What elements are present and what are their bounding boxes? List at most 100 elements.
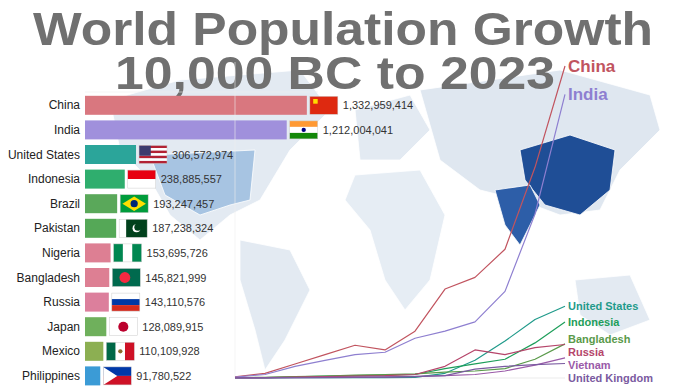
bar	[85, 366, 100, 385]
flag	[106, 342, 134, 360]
map-region	[345, 170, 445, 310]
data-label: 193,247,457	[153, 198, 214, 210]
bar	[85, 120, 287, 139]
line	[235, 358, 565, 378]
line	[235, 94, 565, 377]
data-label: 1,332,959,414	[343, 99, 413, 111]
flag-border	[128, 170, 156, 188]
flag-part	[290, 133, 318, 139]
flag-border	[106, 342, 134, 360]
bars	[85, 96, 307, 386]
line	[235, 344, 565, 378]
flag-part	[119, 219, 126, 237]
flag	[120, 195, 148, 213]
flag-part	[139, 146, 151, 156]
flag	[128, 170, 156, 188]
flag-part	[120, 195, 148, 213]
data-label: 238,885,557	[161, 173, 222, 185]
series-labels: ChinaIndiaUnited StatesIndonesiaBanglade…	[568, 57, 653, 384]
bar	[85, 194, 117, 213]
flag	[112, 269, 140, 287]
series-label: Russia	[568, 346, 605, 358]
line	[235, 306, 565, 378]
flag-part	[112, 293, 140, 299]
flag-border	[114, 244, 142, 262]
category-label: Mexico	[42, 344, 80, 358]
flag-part	[310, 96, 338, 114]
bar	[85, 145, 136, 164]
data-label: 110,109,928	[139, 345, 199, 357]
series-label: Vietnam	[568, 359, 611, 371]
data-label: 143,110,576	[145, 296, 205, 308]
flag-part	[125, 342, 134, 360]
flag-part	[122, 197, 146, 211]
flag-part	[118, 349, 122, 353]
data-label: 91,780,522	[136, 370, 191, 382]
flag-border	[139, 146, 167, 164]
flag-part	[139, 158, 167, 161]
line	[235, 322, 565, 378]
flag-border	[103, 367, 131, 385]
category-label: Japan	[47, 320, 80, 334]
category-label: Russia	[43, 295, 80, 309]
flag	[119, 219, 147, 237]
bar	[85, 317, 106, 336]
flag-part	[109, 318, 137, 336]
flag	[290, 121, 318, 139]
flag-part	[116, 342, 125, 360]
category-label: Brazil	[50, 197, 80, 211]
bar	[85, 170, 125, 189]
category-label: Indonesia	[28, 172, 80, 186]
series-label: United States	[568, 300, 638, 312]
flag-border	[310, 96, 338, 114]
map-region	[240, 240, 310, 370]
series-label: China	[568, 57, 616, 76]
line	[235, 345, 565, 378]
flag-part	[126, 219, 147, 237]
subtitle: 10,000 BC to 2023	[115, 47, 555, 99]
series-label: India	[568, 85, 608, 104]
flag-border	[119, 219, 147, 237]
flag-part	[131, 200, 138, 207]
data-label: 145,821,999	[145, 272, 206, 284]
flag-part	[290, 127, 318, 133]
bar	[85, 243, 111, 262]
flag-part	[290, 121, 318, 127]
flag-part	[112, 269, 140, 287]
lines	[235, 66, 565, 378]
category-label: Nigeria	[42, 246, 80, 260]
flag-border	[112, 269, 140, 287]
bar-labels: China1,332,959,414India1,212,004,041Unit…	[8, 96, 413, 385]
series-label: Indonesia	[568, 316, 620, 328]
data-label: 128,089,915	[142, 321, 203, 333]
bar	[85, 219, 116, 238]
data-label: 306,572,974	[172, 149, 233, 161]
x-axis	[85, 92, 318, 93]
flag-part	[119, 272, 130, 283]
category-label: Philippines	[22, 369, 80, 383]
data-label: 153,695,726	[147, 247, 208, 259]
flag-border	[120, 195, 148, 213]
flag	[139, 146, 167, 164]
series-label: United Kingdom	[568, 372, 653, 384]
world-map	[110, 70, 660, 370]
flag-part	[132, 244, 141, 262]
line	[235, 363, 565, 377]
chart-canvas: World Population Growth10,000 BC to 2023…	[0, 0, 686, 386]
data-label: 187,238,324	[152, 222, 213, 234]
flag-part	[139, 156, 167, 159]
flag-border	[290, 121, 318, 139]
category-label: China	[49, 98, 81, 112]
data-label: 1,212,004,041	[323, 124, 393, 136]
flag-part	[106, 342, 115, 360]
flag	[109, 318, 137, 336]
flag-border	[109, 318, 137, 336]
line	[235, 66, 565, 377]
bar	[85, 342, 103, 361]
flag-part	[114, 244, 123, 262]
flag-part	[112, 305, 140, 311]
flag-part	[128, 179, 156, 188]
flag-part	[118, 322, 128, 332]
category-label: India	[54, 123, 80, 137]
y-axis	[235, 62, 236, 378]
